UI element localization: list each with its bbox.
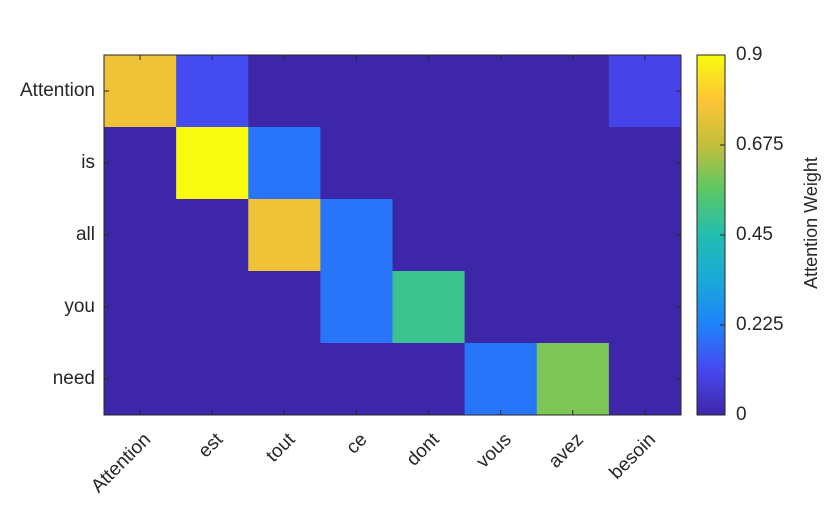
heatmap-cell	[320, 271, 393, 344]
colorbar-label: Attention Weight	[801, 157, 821, 289]
heatmap-cell	[536, 127, 610, 200]
heatmap-cell	[608, 199, 682, 272]
colorbar-tick-label: 0.9	[736, 44, 762, 65]
heatmap-cell	[464, 55, 538, 128]
y-tick-label: Attention	[20, 80, 95, 101]
x-tick-label: vous	[473, 429, 516, 472]
y-tick-label: all	[76, 224, 95, 245]
heatmap-cell	[104, 271, 177, 344]
heatmap-cell	[392, 343, 466, 416]
heatmap-cell	[392, 271, 466, 344]
heatmap-cell	[536, 343, 610, 416]
heatmap-cell	[608, 55, 682, 128]
heatmap-cell	[464, 127, 538, 200]
colorbar-tick-label: 0.675	[736, 134, 784, 155]
heatmap-cell	[392, 199, 466, 272]
heatmap-cell	[104, 55, 177, 128]
colorbar-tick-label: 0	[736, 404, 747, 425]
heatmap-cell	[464, 343, 538, 416]
x-tick-label: tout	[262, 429, 300, 467]
heatmap-cell	[320, 55, 393, 128]
heatmap-cell	[176, 343, 249, 416]
heatmap-cell	[536, 271, 610, 344]
x-tick-label: dont	[403, 429, 445, 471]
heatmap-cell	[176, 271, 249, 344]
heatmap-cell	[464, 271, 538, 344]
x-tick-label: ce	[342, 429, 371, 458]
colorbar-tick-label: 0.225	[736, 314, 784, 335]
heatmap-cell	[320, 199, 393, 272]
heatmap-cell	[320, 127, 393, 200]
heatmap-cell	[320, 343, 393, 416]
x-tick-label: avez	[545, 429, 588, 472]
x-tick-label: est	[194, 429, 227, 462]
heatmap-cell	[176, 199, 249, 272]
y-tick-label: you	[64, 296, 95, 317]
heatmap-cell	[464, 199, 538, 272]
x-tick-label: Attention	[87, 429, 155, 497]
heatmap-cell	[104, 343, 177, 416]
colorbar-tick-label: 0.45	[736, 224, 773, 245]
y-tick-label: is	[81, 152, 95, 173]
heatmap-cell	[248, 271, 321, 344]
heatmap-cell	[248, 199, 321, 272]
x-tick-label: besoin	[606, 429, 660, 483]
heatmap-cell	[176, 127, 249, 200]
heatmap-cell	[536, 55, 610, 128]
heatmap-cell	[608, 271, 682, 344]
heatmap-cell	[248, 343, 321, 416]
heatmap-cell	[248, 55, 321, 128]
heatmap-cell	[104, 127, 177, 200]
heatmap-cell	[248, 127, 321, 200]
heatmap-cell	[608, 343, 682, 416]
heatmap-cell	[392, 55, 466, 128]
heatmap-cell	[392, 127, 466, 200]
heatmap-cell	[608, 127, 682, 200]
heatmap-cell	[104, 199, 177, 272]
y-tick-label: need	[53, 368, 95, 389]
heatmap-cell	[176, 55, 249, 128]
heatmap-cell	[536, 199, 610, 272]
